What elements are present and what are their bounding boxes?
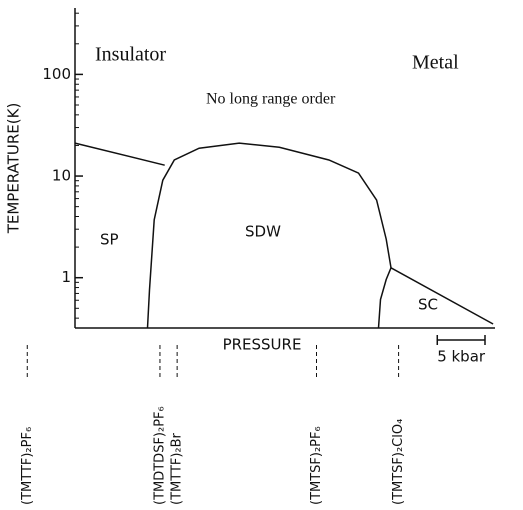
x-axis-label: PRESSURE (223, 336, 302, 354)
region-label: SC (418, 296, 438, 314)
phase-boundary (74, 142, 165, 166)
compound-label: (TMDTDSF)₂PF₆ (152, 406, 167, 505)
compound-label: (TMTSF)₂ClO₄ (391, 419, 406, 505)
region-label: Insulator (95, 44, 166, 66)
y-tick-label: 10 (52, 167, 71, 185)
region-label: No long range order (206, 91, 336, 108)
y-axis-label: TEMPERATURE(K) (5, 103, 23, 235)
region-label: SDW (245, 223, 281, 241)
scale-bar-label: 5 kbar (437, 348, 486, 366)
y-tick-label: 100 (42, 65, 71, 83)
phase-boundary (377, 266, 494, 329)
y-tick-label: 1 (61, 268, 71, 286)
phase-boundary (146, 142, 392, 329)
compound-label: (TMTSF)₂PF₆ (309, 426, 324, 505)
compound-label: (TMTTF)₂Br (170, 432, 185, 505)
region-label: Metal (412, 52, 459, 74)
compound-label: (TMTTF)₂PF₆ (20, 427, 35, 505)
region-label: SP (100, 231, 119, 249)
